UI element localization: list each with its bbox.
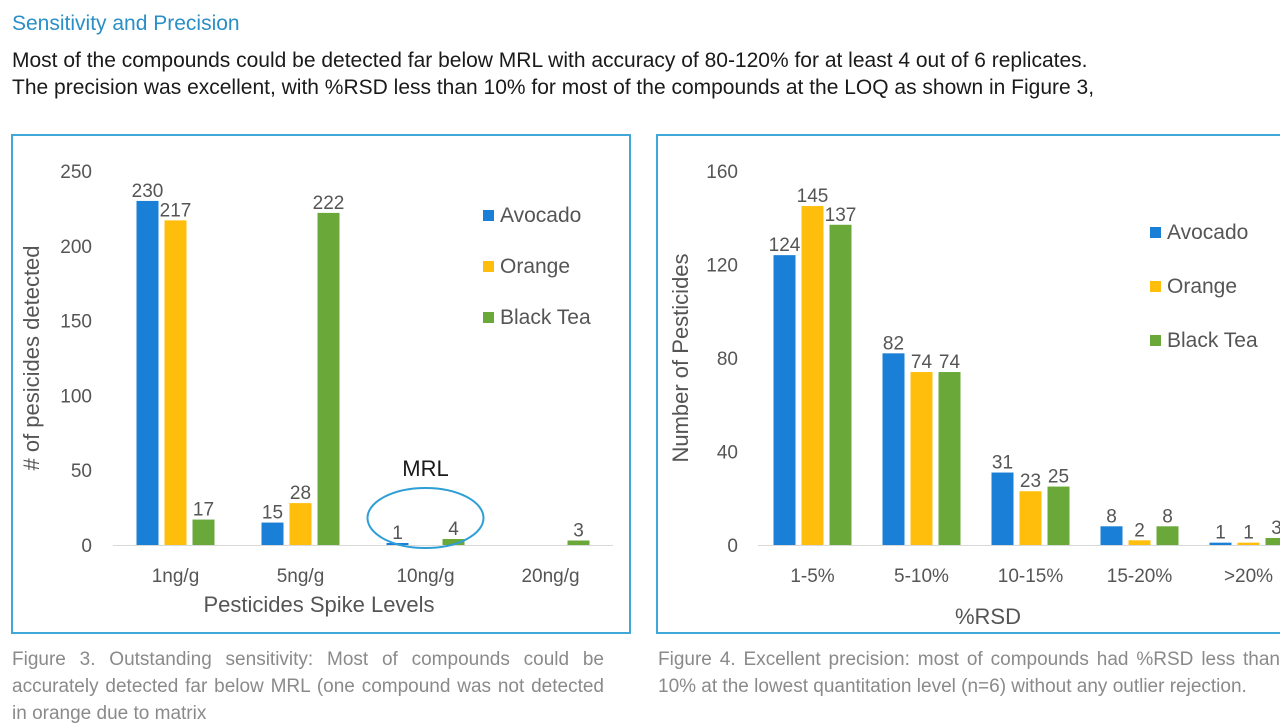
data-label: 15	[262, 503, 283, 524]
mrl-annotation-label: MRL	[402, 456, 448, 481]
x-axis-title: Pesticides Spike Levels	[203, 592, 434, 617]
bar-black-tea-5-10	[939, 372, 961, 545]
bar-black-tea-1-5	[830, 225, 852, 545]
bar-avocado-1-5	[774, 255, 796, 545]
y-tick-label: 100	[60, 386, 92, 407]
bar-black-tea-20	[1266, 538, 1280, 545]
data-label: 217	[160, 200, 192, 221]
intro-line-1: Most of the compounds could be detected …	[12, 47, 1094, 74]
y-tick-label: 0	[727, 536, 738, 557]
legend-label-black-tea: Black Tea	[500, 306, 591, 329]
x-tick-label: 10ng/g	[396, 566, 454, 587]
legend-label-avocado: Avocado	[500, 204, 581, 227]
y-axis-title: # of pesicides detected	[19, 245, 44, 470]
data-label: 8	[1162, 506, 1173, 527]
x-axis-title: %RSD	[955, 604, 1021, 629]
data-label: 74	[911, 352, 933, 373]
bar-orange-5ng-g	[290, 503, 312, 545]
data-label: 1	[1243, 523, 1254, 544]
intro-text: Most of the compounds could be detected …	[12, 47, 1094, 101]
legend-swatch-avocado	[1150, 227, 1161, 238]
x-tick-label: 1ng/g	[152, 566, 200, 587]
bar-avocado-5-10	[883, 353, 905, 545]
bar-avocado-1ng-g	[137, 201, 159, 545]
bar-black-tea-10-15	[1048, 487, 1070, 545]
data-label: 3	[573, 521, 584, 542]
mrl-ellipse	[368, 488, 484, 548]
bar-avocado-15-20	[1101, 526, 1123, 545]
data-label: 28	[290, 483, 311, 504]
legend-label-orange: Orange	[500, 255, 570, 278]
y-tick-label: 160	[706, 162, 738, 183]
bar-black-tea-1ng-g	[193, 520, 215, 545]
x-tick-label: 10-15%	[998, 566, 1064, 587]
legend-label-avocado: Avocado	[1167, 221, 1248, 244]
legend-swatch-black-tea	[1150, 335, 1161, 346]
data-label: 2	[1134, 520, 1145, 541]
data-label: 17	[193, 500, 214, 521]
legend-swatch-black-tea	[483, 312, 494, 323]
x-tick-label: 5ng/g	[277, 566, 325, 587]
x-tick-label: 15-20%	[1107, 566, 1173, 587]
data-label: 1	[1215, 523, 1226, 544]
data-label: 124	[769, 235, 801, 256]
bar-black-tea-15-20	[1157, 526, 1179, 545]
y-tick-label: 200	[60, 237, 92, 258]
y-tick-label: 150	[60, 312, 92, 333]
y-tick-label: 40	[717, 443, 738, 464]
x-tick-label: 20ng/g	[521, 566, 579, 587]
x-tick-label: 1-5%	[790, 566, 834, 587]
data-label: 230	[132, 181, 164, 202]
data-label: 23	[1020, 471, 1041, 492]
figure-3-caption: Figure 3. Outstanding sensitivity: Most …	[12, 646, 604, 727]
data-label: 8	[1106, 506, 1117, 527]
intro-line-2: The precision was excellent, with %RSD l…	[12, 74, 1094, 101]
data-label: 137	[825, 205, 857, 226]
data-label: 25	[1048, 467, 1069, 488]
bar-orange-1ng-g	[165, 220, 187, 545]
bar-avocado-5ng-g	[262, 523, 284, 545]
section-title: Sensitivity and Precision	[12, 12, 240, 36]
y-tick-label: 0	[81, 536, 92, 557]
y-tick-label: 50	[71, 461, 92, 482]
x-tick-label: 5-10%	[894, 566, 949, 587]
y-tick-label: 120	[706, 256, 738, 277]
data-label: 145	[797, 186, 829, 207]
legend-swatch-orange	[483, 261, 494, 272]
y-tick-label: 250	[60, 162, 92, 183]
x-tick-label: >20%	[1224, 566, 1273, 587]
legend-swatch-avocado	[483, 210, 494, 221]
bar-orange-10-15	[1020, 491, 1042, 545]
legend-swatch-orange	[1150, 281, 1161, 292]
data-label: 4	[448, 519, 459, 540]
data-label: 3	[1271, 518, 1280, 539]
bar-black-tea-5ng-g	[318, 213, 340, 545]
data-label: 1	[392, 523, 403, 544]
y-tick-label: 80	[717, 349, 738, 370]
y-axis-title: Number of Pesticides	[668, 253, 693, 462]
figure-4-caption: Figure 4. Excellent precision: most of c…	[658, 646, 1280, 700]
legend-label-black-tea: Black Tea	[1167, 329, 1258, 352]
data-label: 82	[883, 333, 904, 354]
data-label: 222	[313, 193, 345, 214]
data-label: 74	[939, 352, 961, 373]
data-label: 31	[992, 453, 1013, 474]
bar-orange-1-5	[802, 206, 824, 545]
bar-avocado-10-15	[992, 473, 1014, 545]
legend-label-orange: Orange	[1167, 275, 1237, 298]
bar-orange-5-10	[911, 372, 933, 545]
